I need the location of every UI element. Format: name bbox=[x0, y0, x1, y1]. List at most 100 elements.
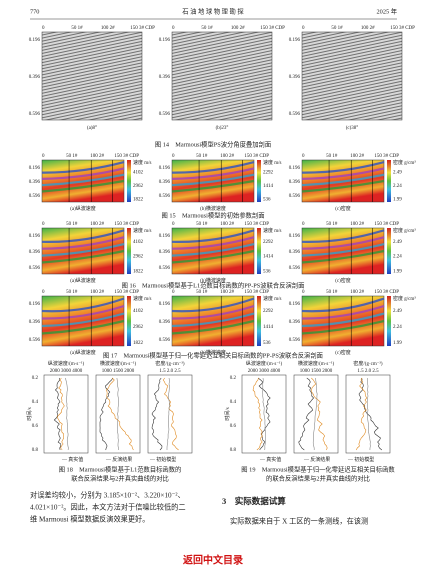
x-tick-label: 100 2# bbox=[350, 222, 364, 227]
log-curve bbox=[298, 377, 315, 451]
y-tick-label: 0.396 bbox=[159, 320, 171, 325]
section-image bbox=[41, 295, 125, 347]
layer bbox=[171, 229, 255, 244]
colorbar-tick: 2962 bbox=[133, 325, 144, 330]
figure-caption: 图 15 Marmousi模型的初始参数剖面 bbox=[161, 210, 264, 219]
layer bbox=[171, 179, 255, 193]
panel-label: (a)纵波速度 bbox=[70, 205, 96, 212]
colorbar-tick: 2.49 bbox=[393, 240, 402, 245]
x-tick-label: 100 2# bbox=[231, 26, 245, 31]
x-tick-label: 50 1# bbox=[331, 26, 343, 31]
x-tick-label: 100 2# bbox=[220, 222, 234, 227]
back-link[interactable]: 返回中文目录 bbox=[183, 553, 243, 566]
panel-label: (c)密度 bbox=[335, 349, 351, 356]
y-tick-label: 0.396 bbox=[289, 320, 301, 325]
body-text: 对误差均较小，分别为 3.185×10⁻²、3.220×10⁻²、 bbox=[30, 491, 185, 500]
colorbar-unit: 速度 m/s bbox=[263, 227, 282, 234]
track-scale: 1000 1500 2000 bbox=[300, 369, 333, 374]
y-tick-label: 0.196 bbox=[159, 302, 171, 307]
log-curve bbox=[252, 377, 263, 451]
layer bbox=[171, 319, 255, 335]
y-tick-label: 0.596 bbox=[289, 112, 301, 117]
y-tick-label: 0.196 bbox=[289, 166, 301, 171]
x-tick-label: 50 1# bbox=[326, 154, 338, 159]
x-tick-label: 0 bbox=[172, 290, 175, 295]
x-tick-label: 50 1# bbox=[66, 222, 78, 227]
x-tick-label: 150 3# CDP bbox=[374, 222, 399, 227]
legend-entry: — 反演结果 bbox=[105, 456, 132, 463]
track-frame bbox=[293, 374, 339, 454]
layer bbox=[171, 297, 255, 313]
layer bbox=[301, 167, 385, 180]
colorbar bbox=[127, 160, 131, 202]
track-frame bbox=[43, 374, 89, 454]
y-tick-label: 0.396 bbox=[29, 250, 41, 255]
legend-entry: — 真实值 bbox=[61, 456, 83, 463]
track-header: 密度/(g·cm⁻³) bbox=[155, 360, 184, 367]
layer bbox=[301, 179, 385, 193]
y-tick-label: 0.596 bbox=[29, 266, 41, 271]
colorbar-tick: 536 bbox=[263, 198, 271, 203]
figure-caption: 图 17 Marmousi模型基于归一化零延迟互相关目标函数的PP-PS波联合反… bbox=[103, 350, 323, 359]
track-frame bbox=[345, 374, 391, 454]
layer bbox=[301, 229, 385, 244]
x-tick-label: 0 bbox=[302, 290, 305, 295]
colorbar-unit: 密度 g/cm³ bbox=[393, 295, 416, 302]
x-tick-label: 0 bbox=[42, 290, 45, 295]
layer bbox=[41, 312, 125, 328]
log-curve bbox=[366, 377, 371, 451]
x-tick-label: 150 3# CDP bbox=[114, 154, 139, 159]
panel-label: (b)横波速度 bbox=[200, 349, 226, 356]
legend-entry: — 初始模型 bbox=[347, 456, 374, 463]
colorbar-tick: 2292 bbox=[263, 240, 274, 245]
layer bbox=[171, 173, 255, 187]
y-tick-label: 0.596 bbox=[159, 266, 171, 271]
layer bbox=[301, 236, 385, 250]
panel-label: (c)密度 bbox=[335, 277, 351, 284]
x-tick-label: 150 3# CDP bbox=[244, 290, 269, 295]
x-tick-label: 100 2# bbox=[361, 26, 375, 31]
y-tick-label: 0.196 bbox=[29, 38, 41, 43]
section-heading: 3 实际数据试算 bbox=[222, 496, 286, 506]
x-tick-label: 150 3# CDP bbox=[374, 154, 399, 159]
log-curve bbox=[116, 377, 119, 451]
y-tick-label: 0.196 bbox=[29, 234, 41, 239]
y-tick-label: 0.6 bbox=[32, 424, 39, 429]
layer bbox=[41, 173, 125, 187]
layer bbox=[41, 249, 125, 264]
x-tick-label: 0 bbox=[42, 154, 45, 159]
year: 2025 年 bbox=[377, 6, 397, 15]
layer bbox=[301, 297, 385, 313]
log-curve bbox=[312, 377, 318, 450]
journal: 石 油 地 球 物 理 勘 探 bbox=[182, 6, 244, 15]
log-curve bbox=[65, 377, 69, 451]
colorbar bbox=[387, 160, 391, 202]
y-tick-label: 0.596 bbox=[159, 194, 171, 199]
colorbar-tick: 4102 bbox=[133, 171, 144, 176]
y-tick-label: 0.396 bbox=[159, 180, 171, 185]
panel-label: (b)横波速度 bbox=[200, 277, 226, 284]
layer bbox=[171, 161, 255, 174]
log-curve bbox=[106, 377, 134, 451]
y-tick-label: 0.196 bbox=[289, 234, 301, 239]
log-curve bbox=[262, 377, 266, 451]
colorbar bbox=[387, 228, 391, 274]
x-tick-label: 100 2# bbox=[350, 154, 364, 159]
colorbar-tick: 2.49 bbox=[393, 309, 402, 314]
x-tick-label: 100 2# bbox=[101, 26, 115, 31]
x-tick-label: 50 1# bbox=[196, 222, 208, 227]
colorbar-tick: 2.24 bbox=[393, 184, 402, 189]
x-tick-label: 100 2# bbox=[220, 154, 234, 159]
page-number: 770 bbox=[30, 8, 39, 15]
colorbar-tick: 1414 bbox=[263, 325, 274, 330]
log-curve bbox=[355, 377, 368, 451]
y-tick-label: 0.596 bbox=[289, 338, 301, 343]
x-tick-label: 150 3# CDP bbox=[244, 154, 269, 159]
track-frame bbox=[241, 374, 287, 454]
seismic-image bbox=[301, 31, 403, 121]
layer bbox=[171, 236, 255, 250]
y-tick-label: 0.396 bbox=[289, 250, 301, 255]
figure-caption: 图 16 Marmousi模型基于L1范数目标函数的PP-PS波联合反演剖面 bbox=[122, 280, 305, 289]
colorbar-unit: 速度 m/s bbox=[133, 295, 152, 302]
track-frame bbox=[95, 374, 141, 454]
